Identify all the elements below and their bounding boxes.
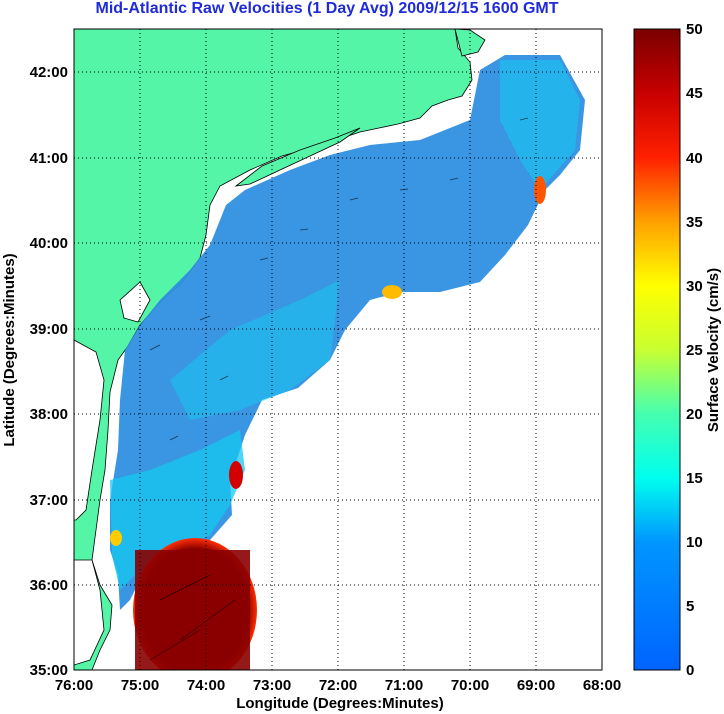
cape-cod	[454, 29, 486, 57]
grid	[74, 29, 602, 670]
high-speed-spot-69w	[534, 176, 546, 204]
velocity-vectors	[149, 117, 529, 661]
x-tick-label: 72:00	[319, 677, 357, 694]
moderate-speed-zone-north	[500, 60, 580, 190]
high-speed-spot-71w	[382, 285, 402, 299]
colorbar-tick-label: 5	[686, 598, 694, 615]
colorbar-tick-label: 10	[686, 534, 703, 551]
colorbar-tick-label: 40	[686, 150, 703, 167]
y-axis-label: Latitude (Degrees:Minutes)	[1, 253, 18, 446]
y-tick-label: 41:00	[30, 150, 68, 167]
x-tick-label: 68:00	[583, 677, 621, 694]
long-island	[234, 127, 361, 187]
plot-frame	[73, 28, 603, 671]
colorbar-tick-label: 20	[686, 406, 703, 423]
x-tick-label: 76:00	[55, 677, 93, 694]
colorbar-tick-label: 30	[686, 278, 703, 295]
elevated-spot-75w	[110, 530, 122, 546]
x-tick-label: 73:00	[253, 677, 291, 694]
chart-title: Mid-Atlantic Raw Velocities (1 Day Avg) …	[95, 0, 559, 17]
moderate-speed-zone-mid	[170, 280, 340, 420]
x-axis-label: Longitude (Degrees:Minutes)	[236, 695, 444, 712]
colorbar-tick-label: 35	[686, 214, 703, 231]
high-speed-hatteras-core	[135, 550, 250, 670]
delaware-bay	[119, 281, 151, 323]
x-tick-label: 71:00	[385, 677, 423, 694]
colorbar-tick-label: 50	[686, 21, 703, 38]
y-tick-label: 37:00	[30, 492, 68, 509]
x-tick-label: 74:00	[187, 677, 225, 694]
x-tick-label: 69:00	[517, 677, 555, 694]
y-tick-label: 36:00	[30, 577, 68, 594]
high-speed-spot-73w	[229, 461, 243, 489]
colorbar-tick-label: 0	[686, 662, 694, 679]
y-tick-label: 40:00	[30, 235, 68, 252]
y-tick-label: 38:00	[30, 406, 68, 423]
x-tick-label: 70:00	[451, 677, 489, 694]
colorbar: 50 45 40 35 30 25 20 15 10 5 0 Surface V…	[633, 21, 722, 679]
x-tick-label: 75:00	[121, 677, 159, 694]
chesapeake-bay	[74, 339, 105, 521]
x-axis: 76:00 75:00 74:00 73:00 72:00 71:00 70:0…	[55, 677, 621, 712]
colorbar-tick-label: 25	[686, 342, 703, 359]
y-tick-label: 39:00	[30, 321, 68, 338]
y-tick-label: 35:00	[30, 662, 68, 679]
pamlico-sound	[74, 559, 105, 666]
colorbar-tick-label: 45	[686, 85, 703, 102]
colorbar-label: Surface Velocity (cm/s)	[705, 268, 722, 432]
y-axis: 42:00 41:00 40:00 39:00 38:00 37:00 36:0…	[1, 64, 68, 679]
y-tick-label: 42:00	[30, 64, 68, 81]
colorbar-gradient	[633, 28, 681, 671]
colorbar-tick-label: 15	[686, 470, 703, 487]
